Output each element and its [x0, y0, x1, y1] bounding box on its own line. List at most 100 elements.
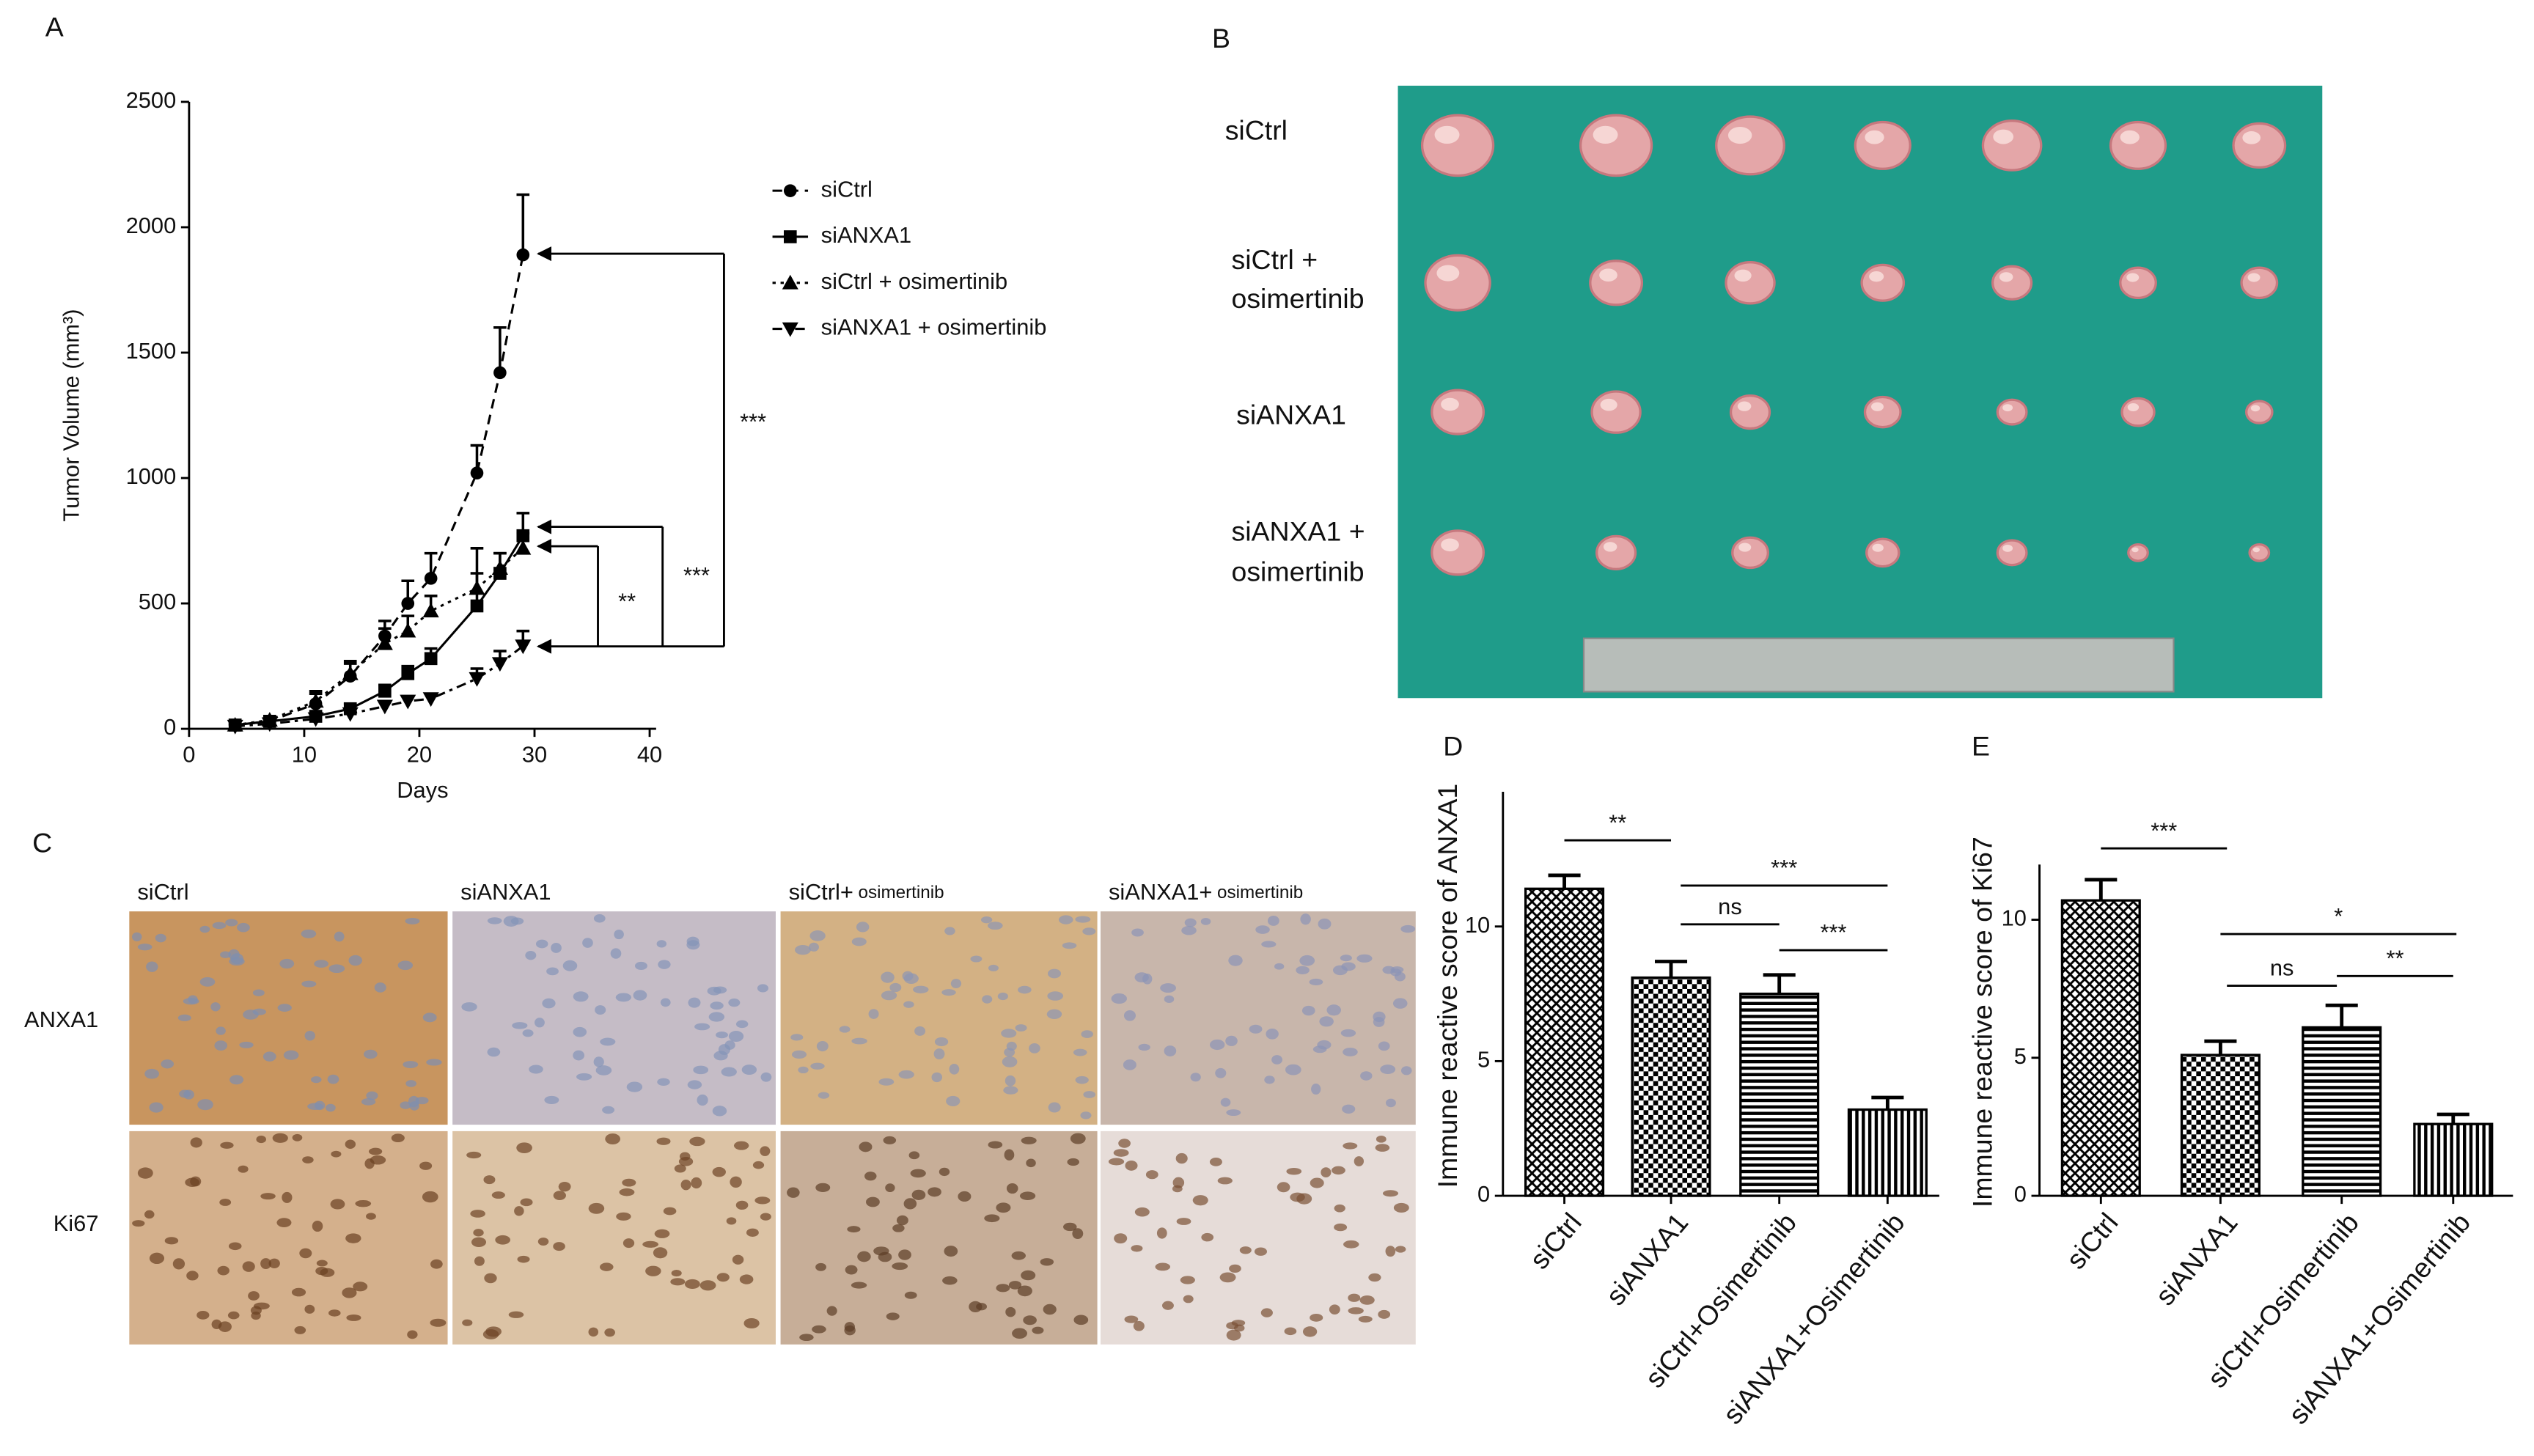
nucleus — [422, 1191, 438, 1203]
nucleus — [562, 960, 578, 971]
panel-label: D — [1443, 730, 1463, 761]
nucleus — [602, 1106, 615, 1114]
nucleus — [1255, 925, 1270, 934]
nucleus — [470, 1210, 485, 1218]
nucleus — [361, 1097, 376, 1106]
nucleus — [422, 1012, 437, 1023]
tumor-highlight — [1869, 271, 1884, 282]
significance: *** — [740, 409, 766, 435]
nucleus — [1012, 1328, 1027, 1339]
nucleus — [426, 1059, 442, 1066]
nucleus — [483, 1175, 496, 1185]
significance: ** — [618, 588, 636, 614]
tumor — [2248, 543, 2271, 562]
nucleus — [1226, 1329, 1241, 1341]
nucleus — [713, 1051, 728, 1061]
nucleus — [348, 955, 362, 966]
nucleus — [942, 1276, 958, 1285]
nucleus — [405, 918, 420, 924]
error-bar — [493, 326, 507, 373]
nucleus — [760, 1146, 771, 1156]
point — [401, 597, 415, 610]
row-label: siANXA1 + — [1232, 515, 1365, 546]
nucleus — [684, 1279, 700, 1289]
nucleus — [941, 989, 956, 996]
nucleus — [573, 1026, 587, 1037]
nucleus — [172, 1258, 186, 1270]
nucleus — [988, 922, 1003, 930]
nucleus — [325, 1103, 336, 1112]
nucleus — [253, 1302, 270, 1310]
point — [378, 684, 392, 698]
nucleus — [346, 1315, 361, 1321]
nucleus — [537, 1238, 549, 1246]
nucleus — [1400, 1066, 1412, 1076]
nucleus — [743, 1317, 760, 1329]
error-bar — [2085, 878, 2118, 901]
nucleus — [1114, 1233, 1128, 1244]
tumor — [1865, 537, 1900, 568]
nucleus — [190, 1137, 202, 1148]
nucleus — [315, 1267, 328, 1276]
nucleus — [1318, 918, 1332, 930]
nucleus — [1332, 1166, 1345, 1175]
nucleus — [944, 927, 955, 935]
nucleus — [268, 1258, 280, 1268]
nucleus — [886, 1312, 900, 1320]
error-bar — [516, 193, 530, 255]
error-bar — [2436, 1112, 2469, 1125]
nucleus — [857, 1251, 871, 1262]
nucleus — [1375, 1144, 1390, 1152]
nucleus — [1125, 1160, 1138, 1171]
nucleus — [928, 1187, 941, 1197]
point — [400, 622, 416, 638]
nucleus — [615, 993, 631, 1002]
nucleus — [391, 1133, 405, 1143]
nucleus — [746, 1228, 759, 1237]
nucleus — [328, 1309, 341, 1317]
tumor-highlight — [1599, 268, 1617, 282]
nucleus — [892, 1262, 908, 1271]
nucleus — [252, 989, 265, 996]
nucleus — [1343, 1240, 1359, 1249]
tumor — [1589, 260, 1643, 306]
tumor-highlight — [1870, 402, 1884, 411]
tumor-highlight — [2250, 405, 2261, 412]
nucleus — [847, 1226, 861, 1233]
row-label: siCtrl — [1225, 115, 1288, 146]
nucleus — [355, 1199, 372, 1207]
tumor-highlight — [1436, 265, 1460, 282]
nucleus — [1334, 1223, 1348, 1232]
nucleus — [137, 944, 153, 951]
nucleus — [633, 990, 647, 1001]
bar — [1631, 976, 1711, 1197]
nucleus — [826, 1306, 837, 1316]
tumor — [1579, 114, 1653, 177]
nucleus — [735, 1020, 749, 1029]
nucleus — [368, 1147, 383, 1155]
nucleus — [1131, 928, 1144, 937]
y-tick-label: 500 — [139, 589, 176, 614]
nucleus — [1113, 1149, 1129, 1157]
nucleus — [1021, 1270, 1036, 1281]
nucleus — [1284, 1327, 1297, 1336]
nucleus — [913, 985, 929, 993]
nucleus — [691, 1177, 702, 1189]
nucleus — [1015, 1024, 1027, 1032]
nucleus — [328, 964, 345, 974]
nucleus — [808, 942, 819, 952]
nucleus — [1260, 1308, 1273, 1317]
nucleus — [144, 1068, 159, 1079]
nucleus — [1046, 1009, 1062, 1019]
nucleus — [1183, 1295, 1194, 1304]
tumor — [1431, 529, 1485, 576]
nucleus — [712, 1106, 727, 1117]
nucleus — [331, 1150, 342, 1158]
nucleus — [471, 1237, 487, 1248]
tumor-highlight — [2247, 273, 2261, 282]
nucleus — [1048, 968, 1061, 979]
nucleus — [1382, 966, 1395, 974]
nucleus — [1319, 1016, 1334, 1027]
point — [307, 693, 324, 708]
row-label: osimertinib — [1232, 556, 1365, 587]
